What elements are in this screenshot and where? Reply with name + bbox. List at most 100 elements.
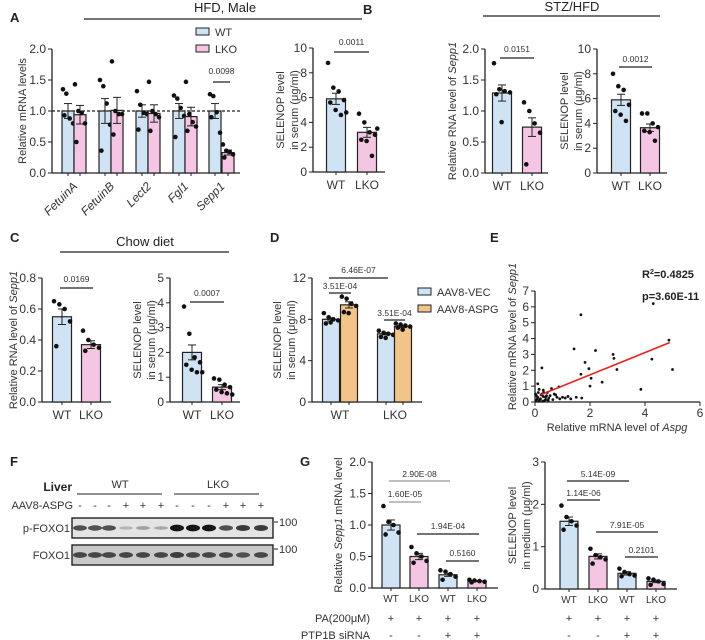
- data-point: [51, 298, 57, 304]
- data-point: [193, 124, 199, 129]
- protein-band: [202, 524, 216, 532]
- y-tick-label: 4: [300, 115, 307, 129]
- data-point: [187, 111, 192, 117]
- data-point: [558, 397, 562, 401]
- data-point: [97, 77, 103, 83]
- data-point: [651, 577, 656, 582]
- data-point: [341, 97, 347, 103]
- y-tick-label: 7: [522, 284, 529, 298]
- data-point: [407, 324, 413, 329]
- y-tick-label: 2: [532, 497, 539, 511]
- data-point: [650, 121, 655, 126]
- treatment-sign: +: [240, 500, 246, 512]
- bar-lko: [80, 344, 102, 403]
- sirna-label: PTP1B siRNA: [301, 630, 371, 640]
- data-point: [82, 121, 88, 126]
- y-tick-label: 0: [299, 395, 306, 409]
- data-point: [96, 345, 102, 351]
- panel-label-a: A: [10, 10, 20, 25]
- p-value-label: 0.2101: [629, 545, 655, 555]
- treatment-sign: -: [93, 500, 97, 512]
- protein-band: [73, 525, 87, 531]
- data-point: [227, 149, 232, 155]
- pa-sign: +: [653, 613, 659, 625]
- y-tick-label: 1.5: [462, 73, 479, 87]
- protein-band: [186, 524, 200, 532]
- x-tick-label: LKO: [210, 408, 234, 422]
- bar-wt: [172, 110, 186, 174]
- y-axis-label: in serum (μg/ml): [289, 70, 301, 150]
- data-point: [101, 83, 106, 89]
- data-point: [610, 71, 616, 77]
- p-value-label: 7.91E-05: [610, 520, 645, 530]
- y-tick-label: 0.6: [19, 302, 36, 316]
- data-point: [563, 396, 567, 400]
- data-point: [627, 571, 632, 577]
- treatment-rows-g: + - + - + + + + + - + - + + + +: [388, 613, 659, 640]
- data-point: [645, 111, 650, 116]
- tissue-label: Liver: [43, 480, 72, 494]
- data-point: [211, 93, 216, 99]
- data-point: [650, 357, 654, 361]
- data-point: [214, 109, 219, 115]
- data-point: [547, 396, 551, 400]
- pa-sign: +: [474, 613, 480, 625]
- y-axis-label: SELENOP level: [132, 301, 144, 378]
- p-value-label: 1.94E-04: [431, 521, 466, 531]
- data-point: [482, 579, 487, 584]
- legend-d: AAV8-VEC AAV8-ASPG: [417, 287, 499, 316]
- data-point: [615, 368, 619, 371]
- data-point: [336, 89, 341, 94]
- x-tick-label: WT: [440, 594, 456, 605]
- y-tick-label: 0.5: [349, 550, 366, 564]
- x-tick-label: 6: [697, 406, 704, 420]
- blot-row-label: p-FOXO1: [23, 523, 70, 535]
- data-point: [612, 356, 616, 360]
- data-point: [545, 394, 548, 398]
- y-tick-label: 8: [584, 67, 591, 81]
- data-point: [209, 114, 214, 120]
- protein-band: [186, 552, 200, 558]
- x-tick-label: WT: [561, 595, 577, 606]
- y-tick-label: 10: [294, 41, 308, 55]
- sirna-sign: -: [417, 630, 421, 640]
- data-point: [328, 320, 333, 325]
- data-point: [326, 314, 331, 320]
- data-point: [648, 582, 653, 588]
- x-tick-label: WT: [612, 179, 631, 193]
- bar-chart-d: 0 4 8 12 SELENOP level in serum (μg/ml) WT LKO 6…: [272, 265, 422, 422]
- data-point: [109, 59, 115, 64]
- data-point: [386, 331, 391, 337]
- data-point: [374, 126, 380, 131]
- title-chow-diet: Chow diet: [116, 234, 174, 249]
- data-point: [372, 132, 378, 138]
- molecular-weight-marker: 100: [279, 544, 297, 556]
- x-tick-label: 4: [642, 406, 649, 420]
- data-point: [369, 153, 375, 159]
- data-point: [393, 321, 399, 326]
- sirna-sign: -: [596, 630, 600, 640]
- data-point: [598, 554, 603, 560]
- data-point: [661, 581, 666, 587]
- data-point: [619, 574, 624, 579]
- data-point: [424, 558, 429, 564]
- data-point: [79, 110, 84, 116]
- data-point: [409, 544, 414, 550]
- protein-band: [254, 552, 268, 558]
- data-point: [134, 88, 140, 94]
- data-point: [67, 116, 72, 121]
- x-axis-label: Relative mRNA level of Aspg: [547, 422, 689, 434]
- protein-band: [202, 552, 216, 558]
- x-tick-label: WT: [331, 408, 350, 422]
- y-axis-label: Relative mRNA levels: [17, 58, 29, 164]
- data-point: [555, 395, 559, 399]
- x-tick-label: 0: [532, 406, 539, 420]
- bar-chart-b2: 0 2 4 6 8 10 SELENOP level in serum (μg/ml) WT LK…: [559, 42, 667, 193]
- data-point: [538, 398, 542, 402]
- data-point: [64, 91, 69, 96]
- data-point: [386, 519, 391, 525]
- data-point: [181, 304, 187, 309]
- y-tick-label: 2: [157, 345, 164, 359]
- y-axis-label: in serum (μg/ml): [146, 300, 158, 380]
